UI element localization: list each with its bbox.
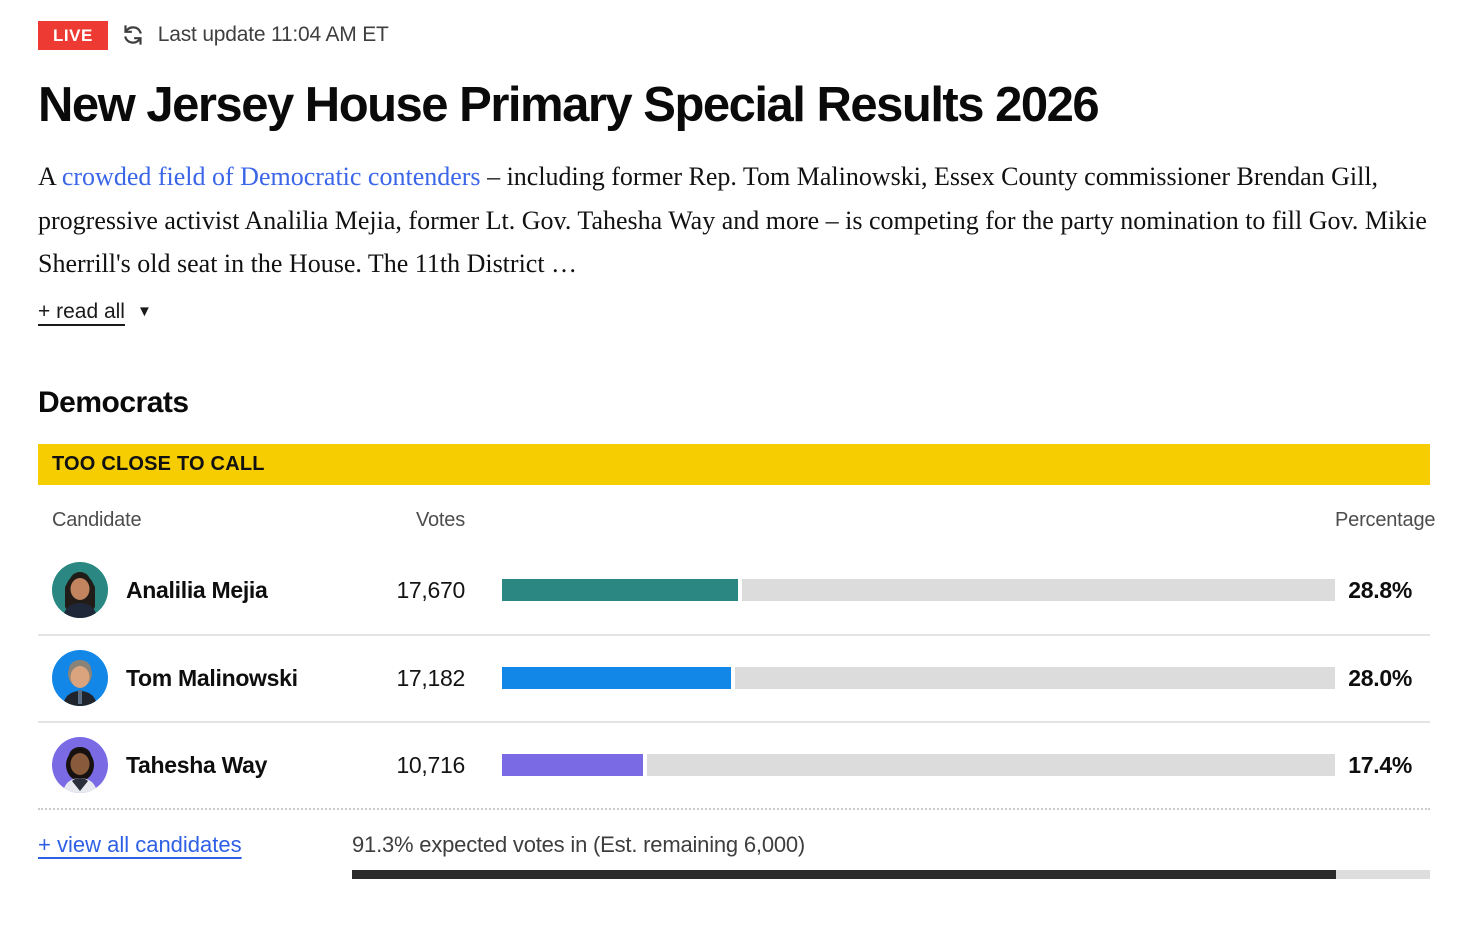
- read-all-row: + read all ▼: [38, 300, 1430, 324]
- view-all-candidates-link[interactable]: + view all candidates: [38, 831, 242, 857]
- candidate-votes: 10,716: [396, 751, 465, 778]
- last-update-text: Last update 11:04 AM ET: [157, 23, 389, 46]
- candidate-name: Analilia Mejia: [126, 576, 268, 603]
- vote-bar-fill: [502, 579, 742, 602]
- vote-bar-fill: [502, 667, 736, 690]
- results-footer: + view all candidates 91.3% expected vot…: [38, 832, 1430, 879]
- column-header-candidate: Candidate: [52, 509, 142, 532]
- intro-contenders-link[interactable]: crowded field of Democratic contenders: [61, 162, 481, 192]
- vote-bar-track: [502, 579, 1335, 602]
- candidate-percentage: 17.4%: [1348, 751, 1412, 778]
- results-table: Candidate Votes Percentage Anali: [38, 495, 1436, 810]
- avatar: [52, 737, 108, 794]
- expected-votes-progress-track: [352, 869, 1430, 879]
- vote-bar-track: [502, 667, 1335, 690]
- candidate-name: Tahesha Way: [126, 751, 268, 778]
- candidate-row: Tom Malinowski 17,182 28.0%: [38, 633, 1430, 721]
- page-title: New Jersey House Primary Special Results…: [38, 78, 1100, 132]
- candidate-row: Analilia Mejia 17,670 28.8%: [38, 547, 1430, 634]
- intro-paragraph: A crowded field of Democratic contenders…: [38, 155, 1430, 285]
- candidate-percentage: 28.0%: [1348, 664, 1412, 691]
- avatar: [52, 650, 108, 707]
- candidate-votes: 17,670: [396, 576, 465, 603]
- too-close-to-call-banner: TOO CLOSE TO CALL: [38, 443, 1430, 485]
- column-header-percentage: Percentage: [1335, 509, 1436, 532]
- live-badge: LIVE: [38, 20, 108, 50]
- election-results-page: LIVE Last update 11:04 AM ET New Jersey …: [38, 18, 1436, 879]
- expected-votes-text: 91.3% expected votes in (Est. remaining …: [352, 831, 806, 857]
- chevron-down-icon[interactable]: ▼: [136, 303, 152, 321]
- candidate-name: Tom Malinowski: [126, 664, 298, 691]
- column-header-votes: Votes: [415, 509, 465, 532]
- vote-bar-fill: [502, 754, 647, 777]
- intro-rest: – including former Rep. Tom Malinowski, …: [38, 162, 1427, 279]
- expected-votes-progress-fill: [352, 869, 1337, 879]
- refresh-icon[interactable]: [121, 23, 145, 47]
- candidate-row: Tahesha Way 10,716 17.4%: [38, 720, 1430, 808]
- vote-bar-track: [502, 754, 1335, 777]
- read-all-link[interactable]: + read all: [38, 299, 125, 323]
- candidate-votes: 17,182: [396, 664, 465, 691]
- expected-votes-block: 91.3% expected votes in (Est. remaining …: [352, 832, 1430, 879]
- candidate-percentage: 28.8%: [1348, 576, 1412, 603]
- avatar: [52, 562, 108, 619]
- table-header-row: Candidate Votes Percentage: [38, 495, 1436, 547]
- status-bar: LIVE Last update 11:04 AM ET: [38, 18, 1430, 52]
- party-heading: Democrats: [38, 385, 189, 419]
- intro-prefix: A: [38, 162, 62, 192]
